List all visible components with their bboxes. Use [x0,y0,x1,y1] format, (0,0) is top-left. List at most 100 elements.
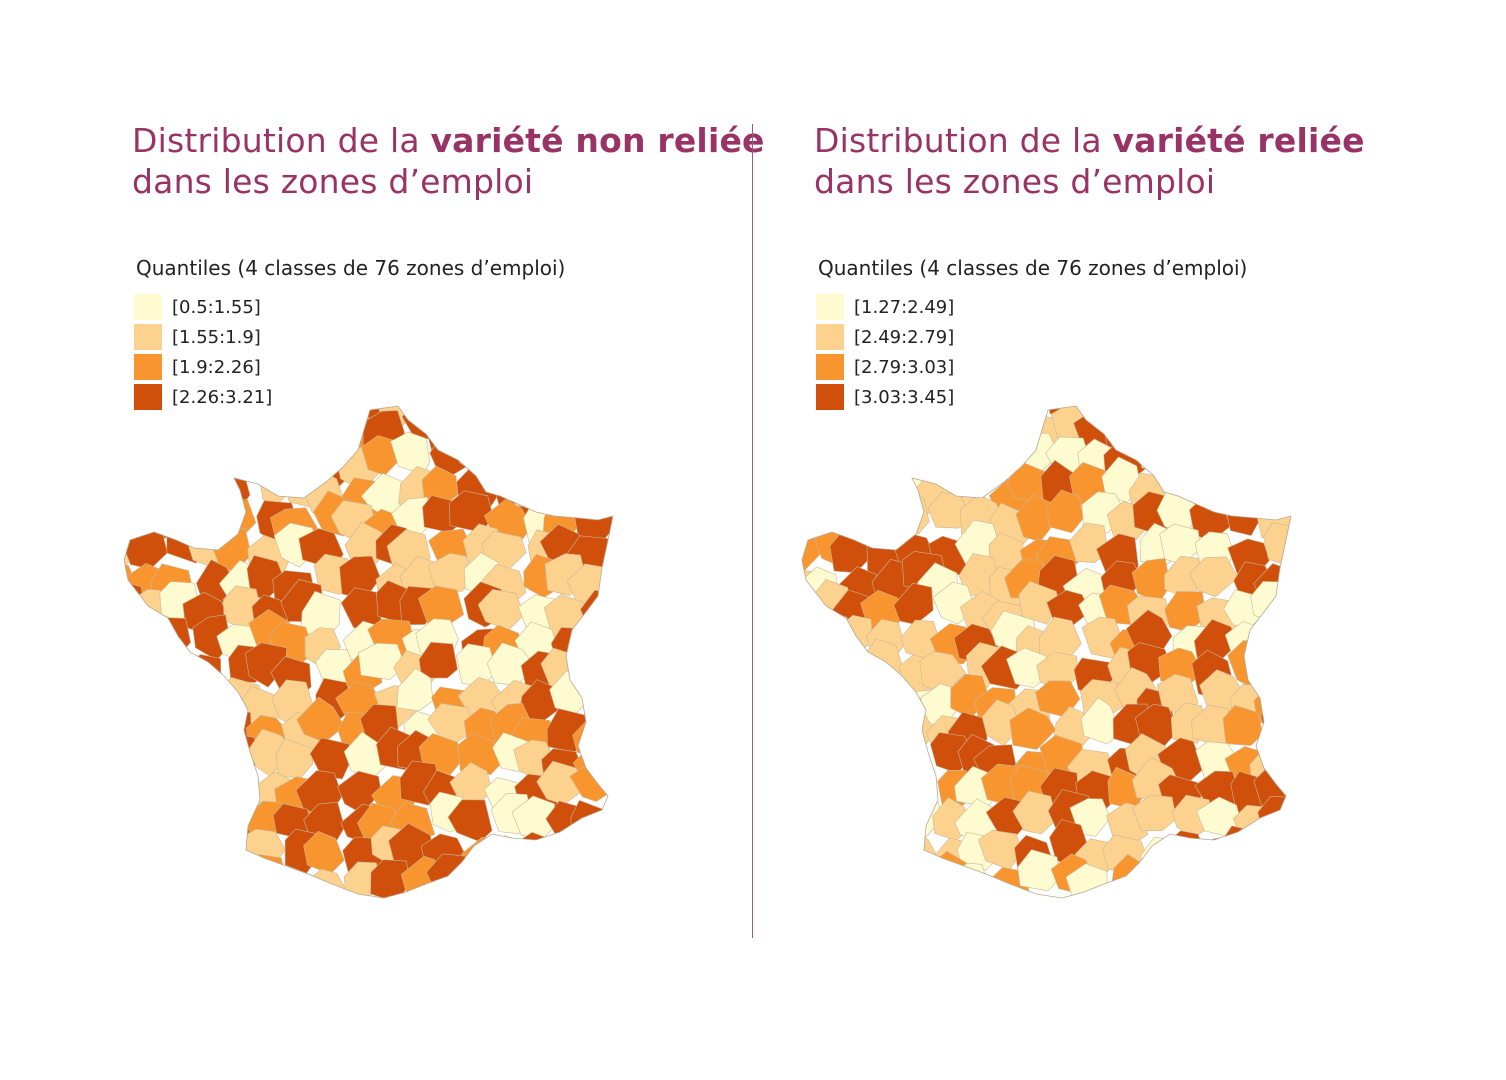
employment-zone [570,799,612,844]
employment-zone [165,798,212,839]
employment-zone [802,675,827,718]
employment-zone [451,865,491,898]
employment-zone [840,477,879,520]
employment-zone [494,861,536,898]
employment-zone [164,775,206,824]
employment-zone [804,495,845,539]
employment-zone [124,494,132,543]
employment-zone [1224,494,1261,536]
employment-zone [519,406,564,426]
employment-zone [131,802,176,849]
employment-zone [1164,432,1212,476]
employment-zone [887,406,927,424]
employment-zone [124,853,171,898]
employment-zone [124,805,136,846]
employment-zone [826,406,868,448]
employment-zone [180,788,223,834]
employment-zone [859,406,902,417]
legend-title: Quantiles (4 classes de 76 zones d’emplo… [136,256,566,280]
employment-zone [124,623,138,665]
employment-zone [549,406,589,443]
employment-zone [180,672,221,717]
employment-zone [124,579,146,624]
employment-zone [309,737,352,780]
employment-zone [802,406,812,423]
employment-zone [864,791,909,837]
employment-zone [858,821,901,863]
employment-zone [802,495,810,541]
employment-zone [188,772,232,813]
employment-zone [869,475,914,521]
employment-zone [1009,707,1057,750]
legend-label: [3.03:3.45] [854,386,955,408]
employment-zone [210,499,257,543]
employment-zone [838,797,885,839]
employment-zone [270,435,309,479]
employment-zone [1167,858,1215,898]
employment-zone [124,435,135,477]
panel-divider [752,124,753,938]
legend-swatch [134,324,162,350]
employment-zone [581,868,613,898]
employment-zone [265,406,311,425]
employment-zone [809,738,850,782]
employment-zone [1137,431,1180,475]
employment-zone [1113,406,1153,414]
employment-zone [802,471,812,513]
employment-zone [124,672,134,710]
employment-zone [257,412,296,459]
employment-zone [427,552,471,593]
employment-zone [1222,705,1264,746]
employment-zone [1139,836,1184,880]
legend-swatch [134,354,162,380]
employment-zone [549,443,587,487]
legend-item: [1.9:2.26] [134,352,272,382]
employment-zone [246,406,295,431]
employment-zone [358,642,406,680]
employment-zone [158,703,202,753]
employment-zone [860,672,906,717]
employment-zone [812,406,855,426]
legend-swatch [816,324,844,350]
employment-zone [519,864,558,898]
employment-zone [575,646,613,692]
employment-zone [186,747,228,789]
employment-zone [822,866,870,898]
employment-zone [1257,820,1291,863]
employment-zone [217,438,260,481]
employment-zone [396,667,434,712]
employment-zone [124,829,132,872]
employment-zone [183,861,229,898]
employment-zone [802,446,824,490]
employment-zone [215,408,264,453]
employment-zone [520,443,563,485]
employment-zone [196,701,239,749]
employment-zone [807,477,852,518]
legend-item: [2.79:3.03] [816,352,954,382]
employment-zone [1249,406,1291,426]
employment-zone [1261,610,1291,658]
employment-zone [1155,406,1197,446]
legend-item: [2.49:2.79] [816,322,954,352]
employment-zone [802,794,825,833]
employment-zone [1221,825,1263,874]
legend-label: [0.5:1.55] [172,296,261,318]
employment-zone [1260,700,1291,743]
france-outline [801,405,1292,899]
employment-zone [251,436,290,479]
legend-swatch [816,354,844,380]
employment-zone [245,854,288,893]
employment-zone [1189,466,1230,507]
map-title: Distribution de la variété non reliée da… [132,120,782,202]
employment-zone [547,467,588,514]
employment-zone [802,705,823,756]
employment-zone [802,644,810,684]
employment-zone [309,409,358,452]
employment-zone [900,410,945,450]
legend-item: [1.27:2.49] [816,292,954,322]
employment-zone [124,859,143,898]
legend-label: [2.49:2.79] [854,326,955,348]
employment-zone [805,703,849,746]
employment-zone [124,467,143,512]
employment-zone [418,641,458,679]
